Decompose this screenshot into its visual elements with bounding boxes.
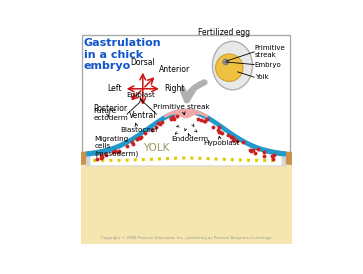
Text: Endoderm: Endoderm: [172, 136, 209, 142]
Text: Migrating
cells
(mesoderm): Migrating cells (mesoderm): [94, 136, 139, 157]
Polygon shape: [87, 110, 180, 156]
Polygon shape: [91, 115, 281, 165]
Text: Hypoblast: Hypoblast: [204, 141, 240, 147]
Circle shape: [223, 59, 229, 65]
Text: Gastrulation
in a chick
embryo: Gastrulation in a chick embryo: [84, 38, 161, 71]
Polygon shape: [165, 109, 207, 118]
Text: Posterior: Posterior: [93, 104, 127, 113]
Text: Yolk: Yolk: [254, 74, 268, 80]
Text: Left: Left: [107, 84, 122, 93]
Text: Primitive
streak: Primitive streak: [254, 45, 285, 58]
Polygon shape: [87, 111, 285, 166]
Polygon shape: [81, 145, 291, 244]
Text: YOLK: YOLK: [143, 143, 170, 153]
FancyBboxPatch shape: [82, 35, 290, 242]
Text: Anterior: Anterior: [159, 65, 190, 74]
Text: Ventral: Ventral: [129, 111, 156, 120]
Text: Blastocoel: Blastocoel: [120, 127, 157, 133]
Polygon shape: [264, 148, 291, 164]
Polygon shape: [192, 110, 285, 156]
Text: Dorsal: Dorsal: [130, 58, 155, 67]
Text: Copyright © 2008 Pearson Education, Inc., publishing as Pearson Benjamin Cumming: Copyright © 2008 Pearson Education, Inc.…: [101, 236, 271, 240]
Polygon shape: [81, 148, 108, 164]
Text: Epiblast: Epiblast: [126, 92, 155, 98]
Text: Future
ectoderm: Future ectoderm: [94, 108, 129, 121]
Circle shape: [216, 54, 243, 81]
Text: Right: Right: [164, 84, 184, 93]
Text: Embryo: Embryo: [254, 62, 281, 67]
Ellipse shape: [212, 41, 253, 90]
Text: Primitive streak: Primitive streak: [154, 104, 210, 110]
Text: Fertilized egg: Fertilized egg: [198, 28, 250, 37]
